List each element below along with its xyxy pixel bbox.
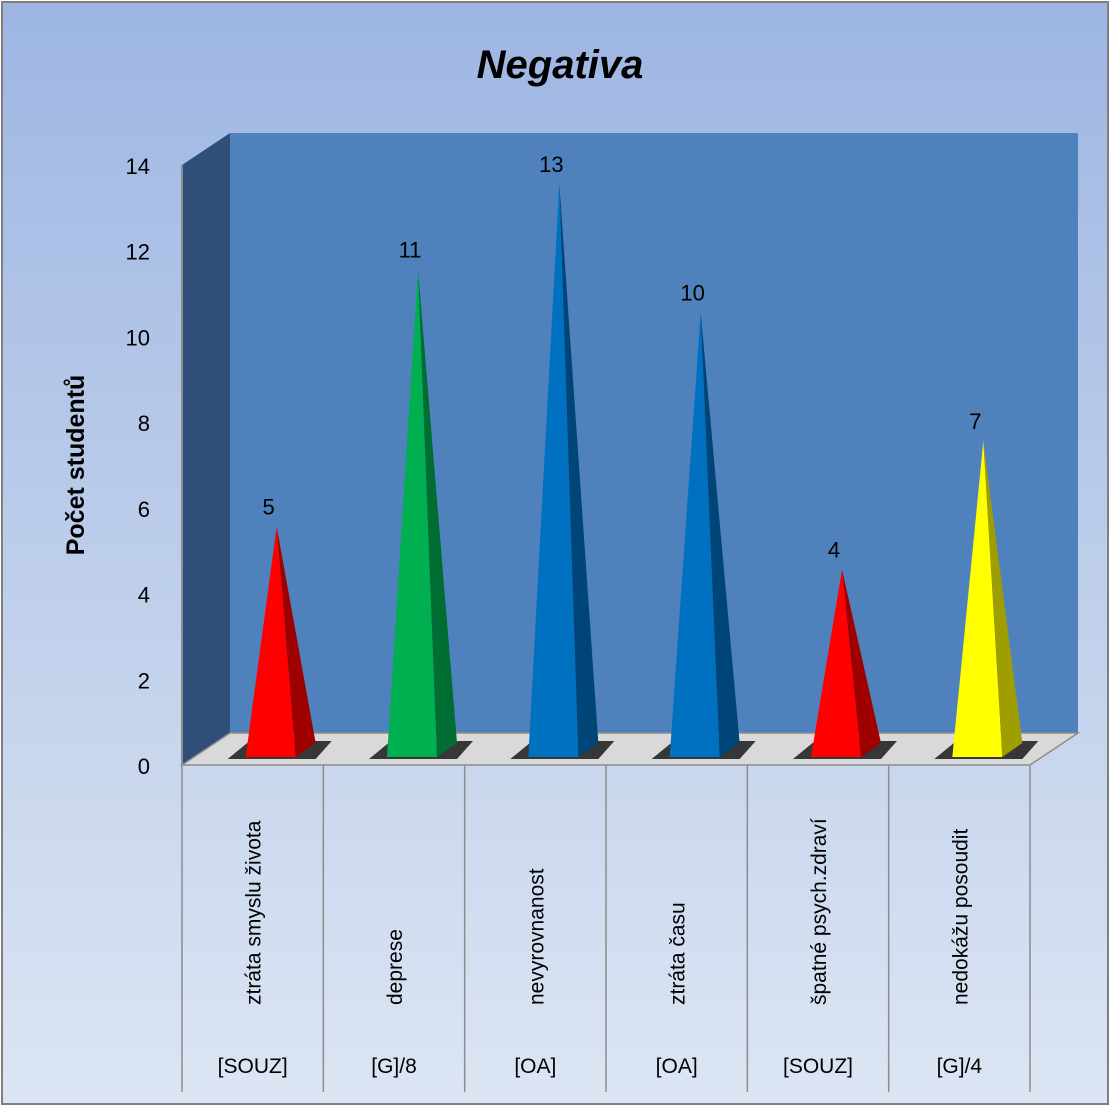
category-label: nevyrovnanost (525, 868, 548, 1005)
category-group-label: [G]/4 (937, 1055, 983, 1078)
y-tick-label: 10 (126, 325, 150, 350)
bar-front-face (245, 526, 296, 757)
y-tick-label: 4 (138, 583, 150, 608)
bar-side-face (418, 269, 457, 757)
bar-front-face (952, 441, 1003, 757)
y-axis-label: Počet studentů (62, 375, 90, 556)
category-label: ztráta času (667, 902, 690, 1005)
y-tick-label: 14 (126, 154, 150, 179)
y-tick-label: 0 (138, 754, 150, 779)
category-label: ztráta smyslu života (243, 820, 266, 1005)
bar-side-face (559, 183, 599, 757)
bar-4 (793, 569, 897, 759)
plot-back-wall (230, 133, 1078, 733)
category-group-label: [OA] (514, 1055, 556, 1078)
bar-side-face (983, 441, 1023, 757)
plot-side-wall (182, 133, 230, 765)
data-label: 13 (539, 152, 563, 177)
bar-front-face (528, 183, 579, 757)
bar-side-face (842, 569, 881, 757)
y-tick-label: 6 (138, 497, 150, 522)
category-group-label: [G]/8 (371, 1055, 417, 1078)
bar-side-face (276, 526, 316, 757)
data-label: 11 (399, 238, 422, 263)
data-label: 5 (263, 495, 275, 520)
bar-1 (369, 269, 473, 759)
bar-3 (651, 312, 756, 759)
category-label: deprese (384, 929, 407, 1005)
category-group-label: [OA] (656, 1055, 698, 1078)
data-label: 4 (828, 538, 840, 563)
category-group-label: [SOUZ] (218, 1055, 288, 1078)
bar-2 (510, 183, 615, 759)
data-label: 10 (680, 280, 704, 305)
data-label: 7 (969, 409, 981, 434)
bar-front-face (387, 269, 437, 757)
bar-5 (934, 441, 1039, 759)
chart-title: Negativa (477, 43, 644, 87)
y-tick-label: 8 (138, 411, 150, 436)
bar-side-face (700, 312, 740, 757)
category-group-label: [SOUZ] (783, 1055, 853, 1078)
y-tick-label: 12 (126, 240, 150, 265)
category-label: nedokážu posoudit (949, 829, 972, 1005)
bar-0 (227, 526, 332, 759)
bar-front-face (669, 312, 720, 757)
plot-area: 0 2 4 6 8 10 12 14 5 ztráta smyslu života [SOUZ] 11… (126, 133, 1081, 1092)
bar-front-face (811, 569, 861, 757)
category-label: špatné psych.zdraví (808, 818, 831, 1005)
y-tick-label: 2 (138, 668, 150, 693)
